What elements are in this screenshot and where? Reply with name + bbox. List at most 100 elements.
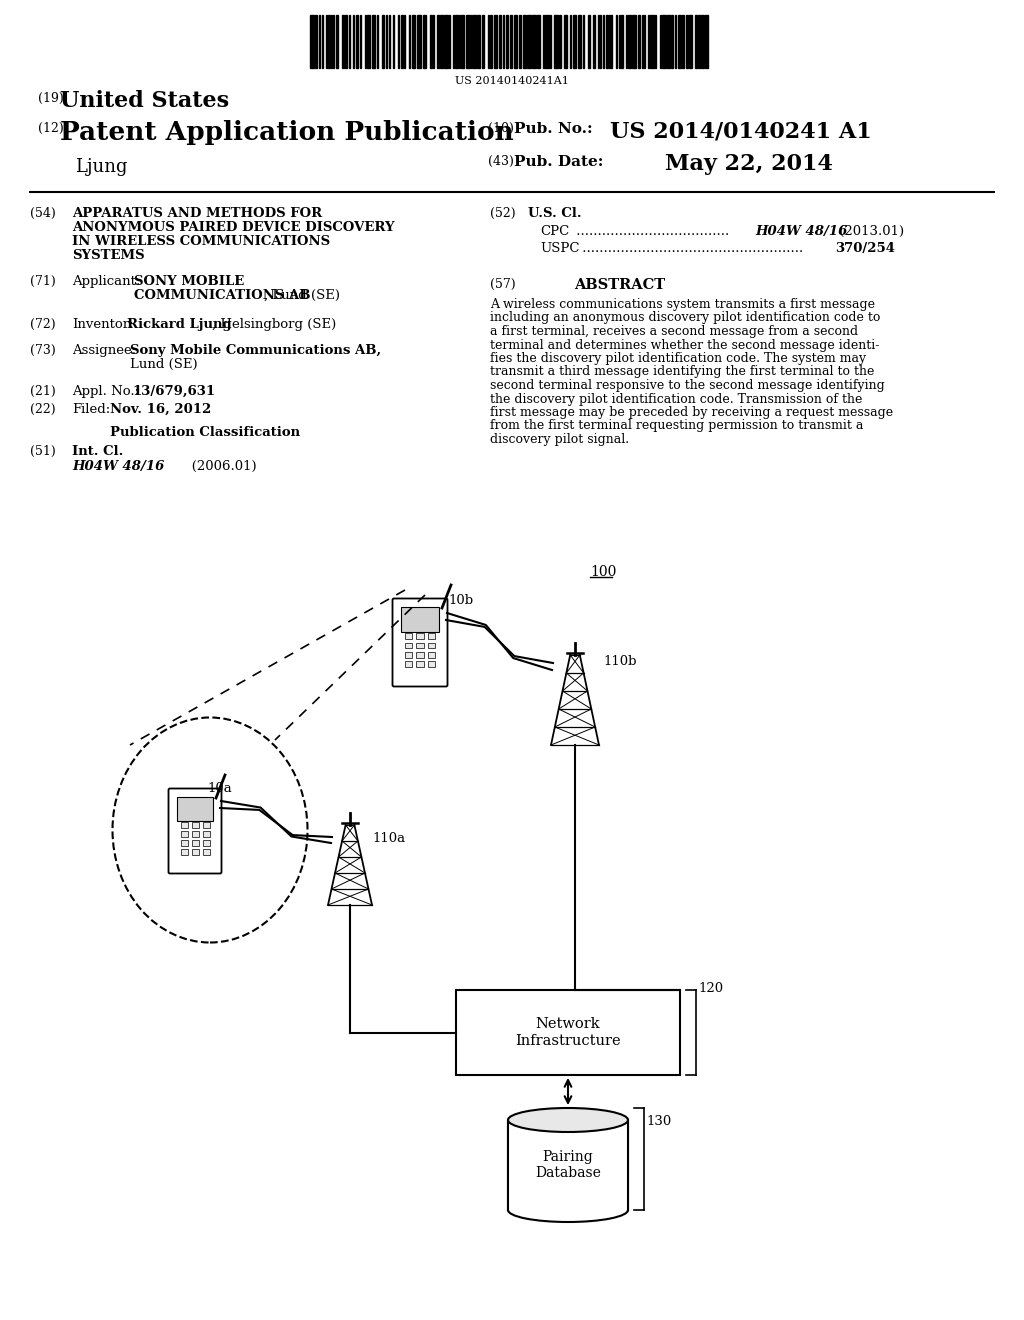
Text: SONY MOBILE: SONY MOBILE [134, 275, 245, 288]
Bar [403, 15, 406, 69]
Text: the discovery pilot identification code. Transmission of the: the discovery pilot identification code.… [490, 392, 862, 405]
Bar [508, 1119, 628, 1210]
Text: 110a: 110a [372, 832, 406, 845]
Text: Rickard Ljung: Rickard Ljung [127, 318, 231, 331]
Bar [510, 15, 512, 69]
Text: terminal and determines whether the second message identi-: terminal and determines whether the seco… [490, 338, 880, 351]
Text: Network
Infrastructure: Network Infrastructure [515, 1018, 621, 1048]
Text: Patent Application Publication: Patent Application Publication [60, 120, 514, 145]
Bar [689, 15, 691, 69]
Bar [682, 15, 684, 69]
Text: 13/679,631: 13/679,631 [132, 385, 215, 399]
Text: Applicant:: Applicant: [72, 275, 140, 288]
Text: US 2014/0140241 A1: US 2014/0140241 A1 [610, 120, 871, 143]
Text: ANONYMOUS PAIRED DEVICE DISCOVERY: ANONYMOUS PAIRED DEVICE DISCOVERY [72, 220, 394, 234]
Bar [180, 849, 187, 855]
Bar [404, 634, 413, 639]
Text: (2013.01): (2013.01) [835, 224, 904, 238]
Bar [401, 15, 402, 69]
Bar [397, 15, 399, 69]
Text: (54): (54) [30, 207, 55, 220]
Bar [180, 832, 187, 837]
Bar [417, 661, 424, 667]
Bar [333, 15, 335, 69]
Bar [506, 15, 508, 69]
Text: (71): (71) [30, 275, 55, 288]
Bar [466, 15, 470, 69]
Bar [413, 15, 415, 69]
Bar [598, 15, 599, 69]
Bar [503, 15, 504, 69]
Text: United States: United States [60, 90, 229, 112]
Bar [440, 15, 443, 69]
Bar [618, 15, 620, 69]
Text: Assignee:: Assignee: [72, 345, 136, 356]
Bar [342, 15, 344, 69]
Bar [579, 15, 581, 69]
Bar [191, 822, 199, 828]
Text: Lund (SE): Lund (SE) [130, 358, 198, 371]
Bar [377, 15, 378, 69]
Text: first message may be preceded by receiving a request message: first message may be preceded by receivi… [490, 407, 893, 418]
Bar [372, 15, 375, 69]
Bar [428, 652, 435, 657]
Bar [314, 15, 317, 69]
Text: transmit a third message identifying the first terminal to the: transmit a third message identifying the… [490, 366, 874, 379]
Bar [563, 15, 567, 69]
Text: fies the discovery pilot identification code. The system may: fies the discovery pilot identification … [490, 352, 866, 366]
Bar [404, 652, 413, 657]
Bar [648, 15, 649, 69]
Text: Appl. No.:: Appl. No.: [72, 385, 139, 399]
Bar [389, 15, 390, 69]
Bar [495, 15, 497, 69]
Bar [418, 15, 421, 69]
Bar [404, 661, 413, 667]
Bar [428, 661, 435, 667]
Text: ....................................: .................................... [572, 224, 729, 238]
Bar [417, 643, 424, 648]
Bar [543, 15, 544, 69]
Bar [404, 643, 413, 648]
Text: , Lund (SE): , Lund (SE) [264, 289, 340, 302]
Text: May 22, 2014: May 22, 2014 [665, 153, 833, 176]
FancyBboxPatch shape [392, 598, 447, 686]
Bar [644, 15, 645, 69]
Bar [177, 796, 213, 821]
Bar [477, 15, 479, 69]
Bar [490, 15, 492, 69]
Bar [671, 15, 674, 69]
Bar [191, 849, 199, 855]
Bar [459, 15, 460, 69]
Bar [191, 840, 199, 846]
Bar [310, 15, 313, 69]
Bar [626, 15, 627, 69]
Bar [180, 840, 187, 846]
Bar [401, 607, 438, 632]
Bar [642, 15, 643, 69]
Text: , Helsingborg (SE): , Helsingborg (SE) [212, 318, 336, 331]
Text: Pub. No.:: Pub. No.: [514, 121, 593, 136]
Text: USPC: USPC [540, 242, 580, 255]
Bar [453, 15, 454, 69]
Bar [537, 15, 541, 69]
Bar [352, 15, 354, 69]
Text: Ljung: Ljung [75, 158, 128, 176]
Text: (2006.01): (2006.01) [162, 459, 257, 473]
Text: 130: 130 [646, 1115, 672, 1129]
Bar [417, 652, 424, 657]
Bar [678, 15, 681, 69]
Bar [456, 990, 680, 1074]
Bar [701, 15, 703, 69]
Bar [584, 15, 585, 69]
Text: including an anonymous discovery pilot identification code to: including an anonymous discovery pilot i… [490, 312, 881, 325]
Bar [191, 832, 199, 837]
Bar [471, 15, 472, 69]
Bar [433, 15, 434, 69]
Bar [675, 15, 676, 69]
Text: APPARATUS AND METHODS FOR: APPARATUS AND METHODS FOR [72, 207, 323, 220]
Text: Filed:: Filed: [72, 403, 111, 416]
Bar [329, 15, 330, 69]
Text: (51): (51) [30, 445, 55, 458]
Text: (22): (22) [30, 403, 55, 416]
Text: second terminal responsive to the second message identifying: second terminal responsive to the second… [490, 379, 885, 392]
